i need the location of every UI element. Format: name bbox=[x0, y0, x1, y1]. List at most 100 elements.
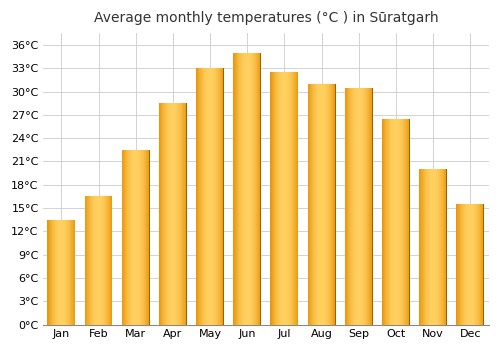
Bar bbox=[61, 220, 62, 325]
Bar bbox=[432, 169, 433, 325]
Bar bbox=[384, 119, 385, 325]
Bar bbox=[387, 119, 388, 325]
Bar bbox=[210, 68, 211, 325]
Bar bbox=[293, 72, 294, 325]
Bar bbox=[244, 52, 245, 325]
Bar bbox=[280, 72, 281, 325]
Bar bbox=[221, 68, 222, 325]
Bar bbox=[327, 84, 328, 325]
Bar bbox=[352, 88, 353, 325]
Bar bbox=[423, 169, 424, 325]
Bar bbox=[54, 220, 55, 325]
Bar bbox=[169, 103, 170, 325]
Bar bbox=[391, 119, 392, 325]
Bar bbox=[345, 88, 346, 325]
Bar bbox=[219, 68, 220, 325]
Bar bbox=[84, 196, 85, 325]
Bar bbox=[178, 103, 179, 325]
Bar bbox=[315, 84, 316, 325]
Bar bbox=[196, 68, 197, 325]
Bar bbox=[99, 196, 100, 325]
Bar bbox=[363, 88, 364, 325]
Bar bbox=[287, 72, 288, 325]
Bar bbox=[74, 220, 76, 325]
Bar bbox=[234, 52, 235, 325]
Bar bbox=[272, 72, 274, 325]
Bar bbox=[483, 204, 484, 325]
Bar bbox=[67, 220, 68, 325]
Bar bbox=[467, 204, 468, 325]
Bar bbox=[468, 204, 469, 325]
Bar bbox=[292, 72, 293, 325]
Bar bbox=[134, 150, 135, 325]
Bar bbox=[314, 84, 315, 325]
Bar bbox=[435, 169, 436, 325]
Bar bbox=[364, 88, 365, 325]
Bar bbox=[398, 119, 400, 325]
Bar bbox=[393, 119, 394, 325]
Bar bbox=[480, 204, 481, 325]
Bar bbox=[471, 204, 472, 325]
Bar bbox=[168, 103, 169, 325]
Bar bbox=[146, 150, 147, 325]
Bar bbox=[474, 204, 475, 325]
Bar bbox=[441, 169, 442, 325]
Bar bbox=[49, 220, 50, 325]
Bar bbox=[463, 204, 464, 325]
Bar bbox=[346, 88, 347, 325]
Bar bbox=[365, 88, 366, 325]
Bar bbox=[284, 72, 285, 325]
Bar bbox=[240, 52, 241, 325]
Bar bbox=[446, 169, 447, 325]
Bar bbox=[396, 119, 397, 325]
Bar bbox=[316, 84, 317, 325]
Bar bbox=[443, 169, 444, 325]
Bar bbox=[460, 204, 461, 325]
Bar bbox=[395, 119, 396, 325]
Bar bbox=[103, 196, 104, 325]
Bar bbox=[472, 204, 473, 325]
Bar bbox=[57, 220, 58, 325]
Bar bbox=[425, 169, 426, 325]
Bar bbox=[148, 150, 149, 325]
Bar bbox=[149, 150, 150, 325]
Bar bbox=[466, 204, 467, 325]
Bar bbox=[440, 169, 441, 325]
Bar bbox=[392, 119, 393, 325]
Bar bbox=[87, 196, 88, 325]
Bar bbox=[409, 119, 410, 325]
Bar bbox=[138, 150, 139, 325]
Bar bbox=[254, 52, 255, 325]
Bar bbox=[200, 68, 201, 325]
Bar bbox=[143, 150, 144, 325]
Bar bbox=[106, 196, 107, 325]
Bar bbox=[271, 72, 272, 325]
Bar bbox=[318, 84, 319, 325]
Bar bbox=[50, 220, 51, 325]
Bar bbox=[172, 103, 173, 325]
Bar bbox=[96, 196, 97, 325]
Bar bbox=[64, 220, 66, 325]
Bar bbox=[164, 103, 165, 325]
Bar bbox=[102, 196, 103, 325]
Bar bbox=[162, 103, 163, 325]
Bar bbox=[109, 196, 110, 325]
Bar bbox=[282, 72, 284, 325]
Bar bbox=[90, 196, 92, 325]
Bar bbox=[335, 84, 336, 325]
Bar bbox=[476, 204, 477, 325]
Bar bbox=[206, 68, 208, 325]
Bar bbox=[353, 88, 354, 325]
Bar bbox=[258, 52, 259, 325]
Bar bbox=[249, 52, 250, 325]
Bar bbox=[351, 88, 352, 325]
Bar bbox=[469, 204, 470, 325]
Bar bbox=[174, 103, 175, 325]
Bar bbox=[204, 68, 205, 325]
Bar bbox=[457, 204, 458, 325]
Bar bbox=[288, 72, 289, 325]
Bar bbox=[424, 169, 425, 325]
Bar bbox=[246, 52, 247, 325]
Bar bbox=[94, 196, 95, 325]
Bar bbox=[108, 196, 109, 325]
